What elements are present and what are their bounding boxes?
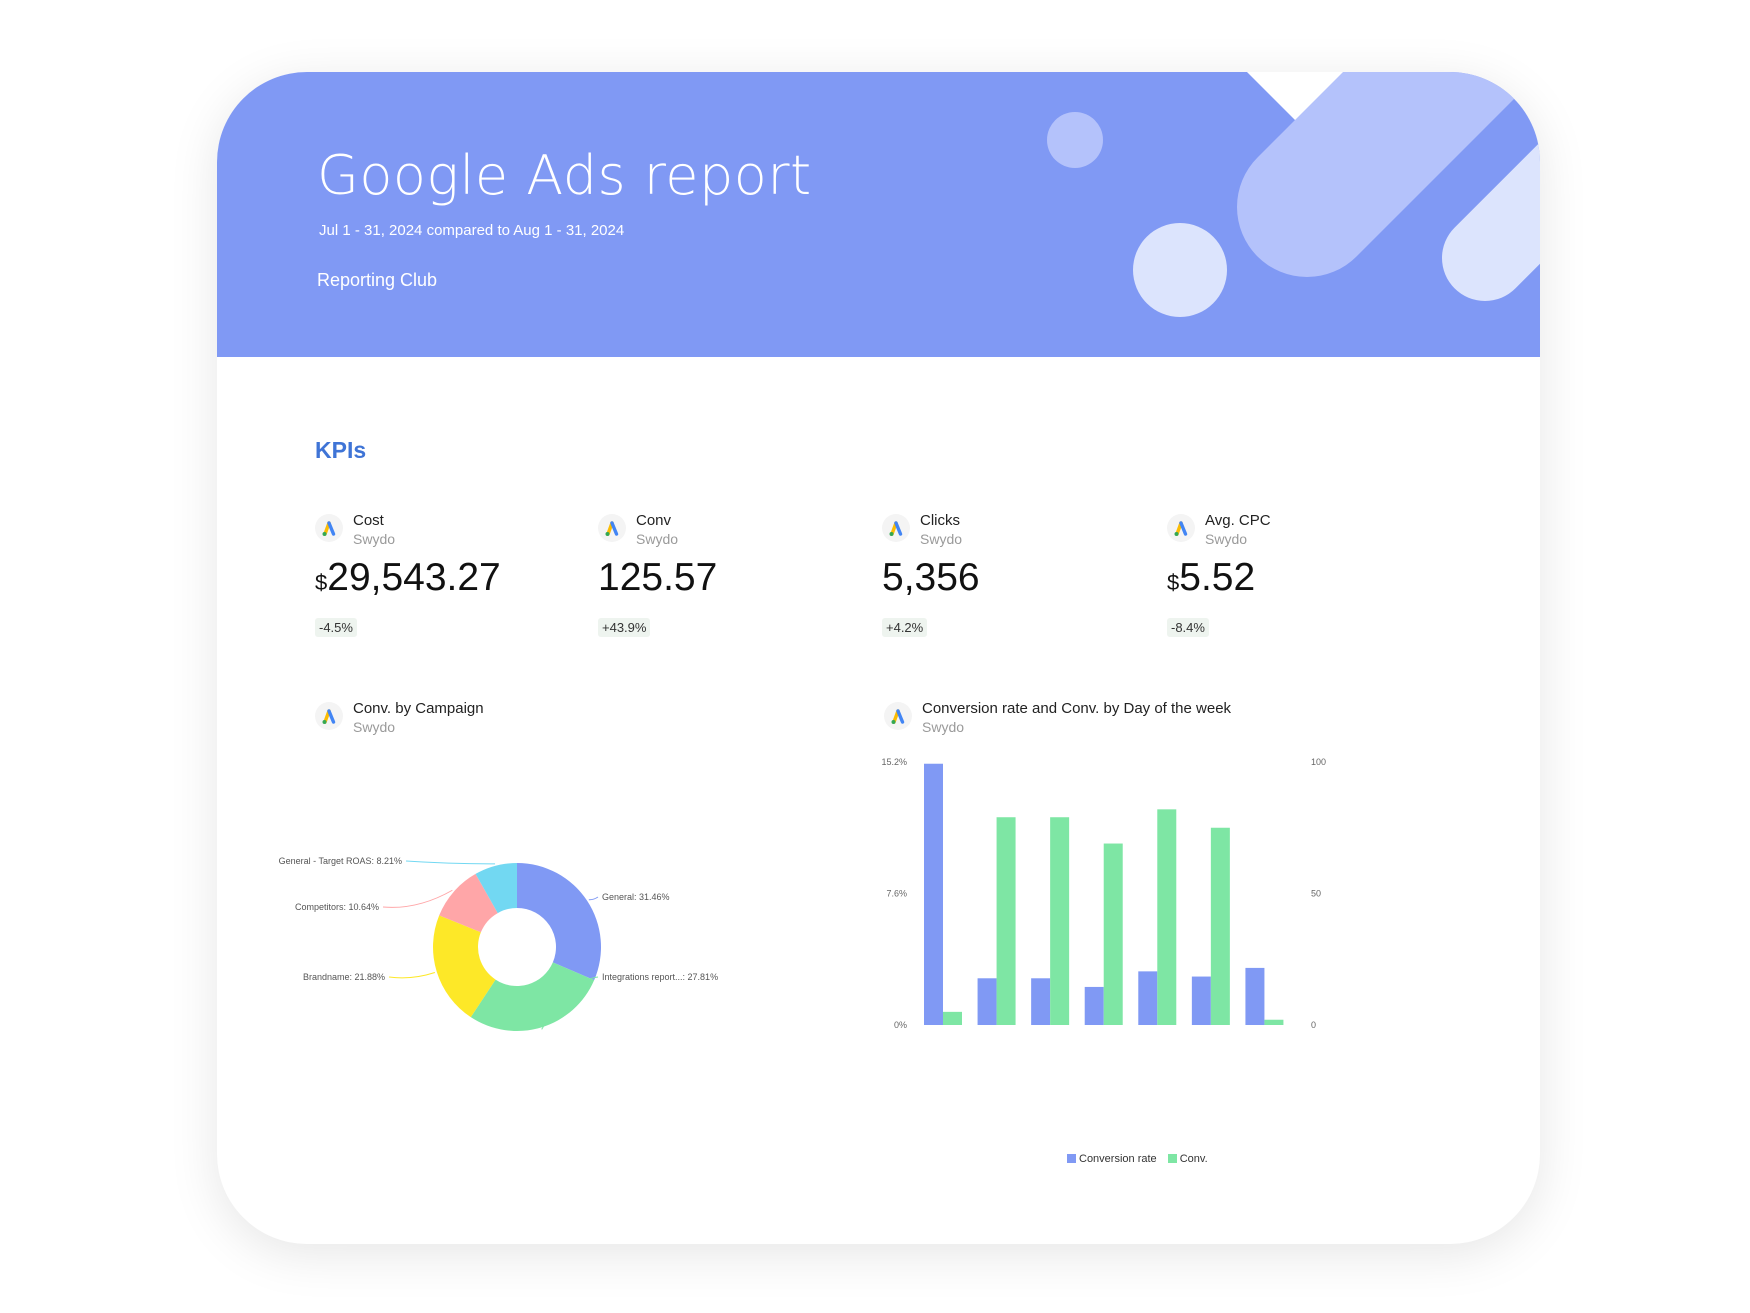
organization-name: Reporting Club — [317, 270, 438, 290]
bar-conversion-rate — [1031, 978, 1051, 1025]
legend-item-conversion-rate: Conversion rate — [1067, 1153, 1157, 1165]
kpi-value: 5,356 — [882, 556, 980, 600]
donut-slice — [470, 962, 595, 1031]
bar-conv — [1264, 1019, 1284, 1025]
donut-slice — [439, 873, 498, 933]
bar-conversion-rate — [1191, 976, 1211, 1025]
legend-item-conv: Conv. — [1167, 1153, 1208, 1165]
bar-conv — [1210, 827, 1230, 1025]
report-card: Google Ads report Jul 1 - 31, 2024 compa… — [217, 72, 1540, 1244]
kpi-label: Cost — [353, 512, 384, 529]
kpi-delta-badge: -4.5% — [315, 618, 357, 637]
bar-conversion-rate — [977, 978, 997, 1025]
google-ads-icon — [884, 702, 912, 730]
y-right-tick-label: 50 — [1311, 889, 1321, 899]
currency-symbol: $ — [315, 570, 328, 595]
donut-slice-label: General: 31.46% — [602, 892, 670, 902]
legend-swatch — [1067, 1154, 1076, 1163]
kpi-number: 5.52 — [1179, 556, 1256, 599]
report-title: Google Ads report — [317, 144, 812, 207]
kpi-number: 125.57 — [598, 556, 718, 599]
conv-by-campaign-donut-chart: General: 31.46% Integrations report...: 2… — [279, 856, 718, 1031]
kpi-value: 125.57 — [598, 556, 717, 600]
kpi-label: Clicks — [920, 512, 960, 529]
donut-slice-label: Competitors: 10.64% — [295, 902, 379, 912]
bar-widget-header: Conversion rate and Conv. by Day of the … — [884, 700, 1384, 740]
kpi-delta-badge: +4.2% — [882, 618, 928, 637]
legend-label: Conversion rate — [1079, 1153, 1157, 1165]
bar-conversion-rate — [924, 763, 943, 1025]
date-range: Jul 1 - 31, 2024 compared to Aug 1 - 31,… — [319, 222, 625, 239]
kpi-delta-badge: +43.9% — [598, 618, 651, 637]
donut-leader-line — [388, 972, 436, 979]
widget-source: Swydo — [353, 719, 396, 735]
kpi-source: Swydo — [353, 531, 396, 547]
donut-leader-line — [588, 896, 599, 901]
y-right-tick-label: 0 — [1311, 1020, 1316, 1030]
kpi-number: 29,543.27 — [327, 556, 501, 599]
google-ads-icon — [1167, 514, 1195, 542]
kpi-source: Swydo — [636, 531, 679, 547]
report-header-banner: Google Ads report Jul 1 - 31, 2024 compa… — [217, 72, 1540, 357]
kpi-value: $29,543.27 — [315, 556, 501, 600]
widget-title: Conv. by Campaign — [353, 700, 484, 717]
widget-title: Conversion rate and Conv. by Day of the … — [922, 700, 1232, 717]
kpi-number: 5,356 — [882, 556, 980, 599]
kpi-value: $5.52 — [1167, 556, 1255, 600]
bar-conversion-rate — [1138, 971, 1158, 1025]
bar-conv — [1050, 817, 1070, 1025]
donut-leader-line — [541, 976, 599, 1030]
banner-decoration — [1047, 72, 1540, 317]
google-ads-icon — [882, 514, 910, 542]
bar-conv — [943, 1011, 962, 1025]
y-left-tick-label: 7.6% — [886, 889, 907, 899]
bar-conv — [996, 817, 1016, 1025]
kpi-delta-badge: -8.4% — [1167, 618, 1209, 637]
currency-symbol: $ — [1167, 570, 1180, 595]
google-ads-icon — [315, 514, 343, 542]
donut-slice — [517, 863, 601, 981]
donut-slice-label: General - Target ROAS: 8.21% — [279, 856, 402, 866]
kpi-label: Conv — [636, 512, 672, 529]
google-ads-icon — [598, 514, 626, 542]
donut-leader-line — [405, 860, 496, 865]
bar-conv — [1157, 809, 1177, 1025]
pie-widget-header: Conv. by Campaign Swydo — [315, 700, 715, 740]
bar-conv — [1103, 843, 1123, 1025]
bar-conversion-rate — [1084, 986, 1104, 1025]
kpi-source: Swydo — [920, 531, 963, 547]
kpi-label: Avg. CPC — [1205, 512, 1271, 529]
legend-swatch — [1167, 1154, 1177, 1163]
y-left-tick-label: 15.2% — [881, 757, 907, 767]
donut-slice-label: Integrations report...: 27.81% — [602, 972, 718, 982]
donut-slice — [433, 915, 496, 1018]
bar-conversion-rate — [1245, 967, 1265, 1025]
donut-slice-label: Brandname: 21.88% — [303, 972, 385, 982]
bar-chart-legend: Conversion rate Conv. — [1067, 1153, 1216, 1165]
google-ads-icon — [315, 702, 343, 730]
y-right-tick-label: 100 — [1311, 757, 1326, 767]
kpi-source: Swydo — [1205, 531, 1248, 547]
donut-slice — [475, 863, 517, 914]
donut-leader-line — [382, 889, 453, 908]
y-left-tick-label: 0% — [894, 1020, 907, 1030]
conv-rate-by-day-bar-chart: 15.2% 7.6% 0% 100 50 0 — [881, 757, 1326, 1030]
kpis-heading: KPIs — [315, 437, 367, 463]
widget-source: Swydo — [922, 719, 965, 735]
legend-label: Conv. — [1179, 1153, 1208, 1165]
